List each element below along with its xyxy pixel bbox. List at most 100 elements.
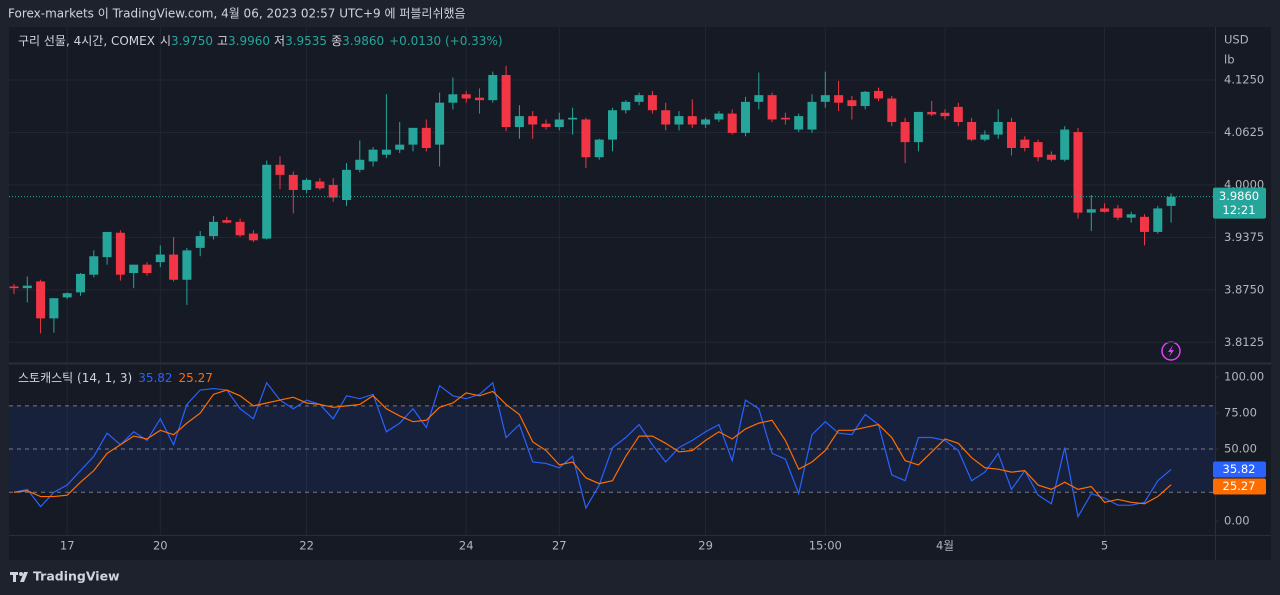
candle-body	[1113, 208, 1123, 218]
candle-body	[780, 117, 790, 120]
candle-body	[22, 285, 32, 289]
y-tick-label: 50.00	[1224, 442, 1257, 456]
x-tick-label: 15:00	[809, 539, 842, 553]
y-tick-label: 4.1250	[1224, 73, 1264, 87]
candle-body	[1153, 208, 1163, 232]
candle-body	[62, 293, 72, 298]
candle-body	[940, 112, 950, 117]
candle-body	[89, 256, 99, 275]
ohlc-value: 3.9750	[171, 34, 213, 48]
candle-body	[687, 116, 697, 125]
candle-body	[36, 281, 46, 319]
x-tick-label: 24	[459, 539, 474, 553]
countdown-label: 12:21	[1222, 203, 1255, 217]
candle-body	[328, 184, 338, 198]
candle-body	[102, 231, 112, 258]
candle-body	[302, 179, 312, 190]
indicator-legend: 스토캐스틱 (14, 1, 3) 35.82 25.27	[18, 371, 213, 385]
value-tag-label: 35.82	[1223, 462, 1256, 476]
value-tag-label: 25.27	[1223, 479, 1256, 493]
candle-body	[501, 74, 511, 128]
candle-body	[368, 149, 378, 162]
candle-body	[76, 273, 85, 293]
candle-body	[714, 113, 724, 120]
tv-logo	[10, 572, 28, 582]
change-value: +0.0130 (+0.33%)	[389, 34, 502, 48]
ohlc-value: 3.9960	[228, 34, 270, 48]
candle-body	[594, 139, 604, 158]
candle-body	[461, 94, 471, 99]
ohlc-label: 고	[217, 34, 228, 48]
candle-body	[381, 149, 391, 155]
candle-body	[900, 121, 910, 143]
candle-body	[887, 98, 897, 122]
candle-body	[1046, 154, 1056, 160]
candle-body	[1086, 209, 1096, 213]
indicator-value: 25.27	[179, 371, 213, 385]
candle-body	[49, 298, 59, 319]
candle-body	[554, 119, 564, 128]
candle-body	[1007, 121, 1016, 149]
candle-body	[927, 111, 937, 115]
candle-body	[568, 117, 578, 120]
legend: 구리 선물, 4시간, COMEX 시3.9750 고3.9960 저3.9535 종3…	[18, 34, 503, 48]
candle-body	[248, 233, 258, 241]
candle-body	[874, 90, 883, 99]
candle-body	[860, 91, 870, 107]
candle-body	[993, 121, 1003, 135]
indicator-line	[13, 389, 1172, 505]
candle-body	[1140, 216, 1149, 232]
candle-body	[967, 121, 977, 140]
candle-body	[435, 102, 445, 145]
candle-body	[275, 164, 285, 175]
value-tag	[1213, 461, 1266, 478]
candle-body	[262, 164, 272, 239]
candle-body	[355, 159, 365, 170]
x-tick-label: 17	[60, 539, 75, 553]
y-tick-label: 75.00	[1224, 406, 1257, 420]
candle-body	[1100, 208, 1110, 212]
ohlc-value: 3.9535	[285, 34, 327, 48]
ohlc-label: 종	[331, 34, 342, 48]
candle-body	[581, 119, 591, 158]
candle-body	[727, 113, 737, 133]
currency-label: USD	[1224, 33, 1249, 47]
candle-body	[342, 169, 351, 201]
candle-body	[514, 116, 524, 128]
candle-body	[115, 232, 125, 275]
candle-body	[182, 250, 192, 280]
legend-title: 구리 선물, 4시간, COMEX	[18, 34, 155, 48]
candle-body	[528, 116, 538, 125]
y-tick-label: 100.00	[1224, 370, 1264, 384]
candle-body	[820, 95, 830, 102]
candle-body	[195, 236, 205, 248]
y-tick-label: 0.00	[1224, 514, 1250, 528]
candle-body	[235, 221, 245, 236]
candle-body	[315, 181, 325, 189]
unit-label: lb	[1224, 53, 1235, 67]
candle-body	[1020, 139, 1030, 149]
y-tick-label: 3.8125	[1224, 335, 1264, 349]
candle-body	[647, 95, 657, 111]
candle-body	[1033, 142, 1043, 158]
candle-body	[448, 94, 458, 103]
indicator-line	[13, 381, 1172, 519]
ohlc-value: 3.9860	[342, 34, 384, 48]
candle-body	[209, 221, 218, 237]
candle-body	[767, 95, 777, 120]
y-tick-label: 4.0625	[1224, 125, 1264, 139]
x-tick-label: 4월	[936, 539, 954, 553]
x-tick-label: 29	[698, 539, 713, 553]
y-tick-label: 3.9375	[1224, 230, 1264, 244]
candle-body	[608, 110, 617, 140]
candle-body	[1126, 214, 1136, 218]
candle-body	[421, 127, 431, 149]
candle-body	[169, 254, 179, 280]
candle-body	[807, 101, 817, 130]
candle-body	[834, 95, 844, 103]
candle-body	[1060, 129, 1070, 160]
indicator-title: 스토캐스틱 (14, 1, 3)	[18, 371, 132, 385]
chart-area	[9, 27, 1271, 560]
